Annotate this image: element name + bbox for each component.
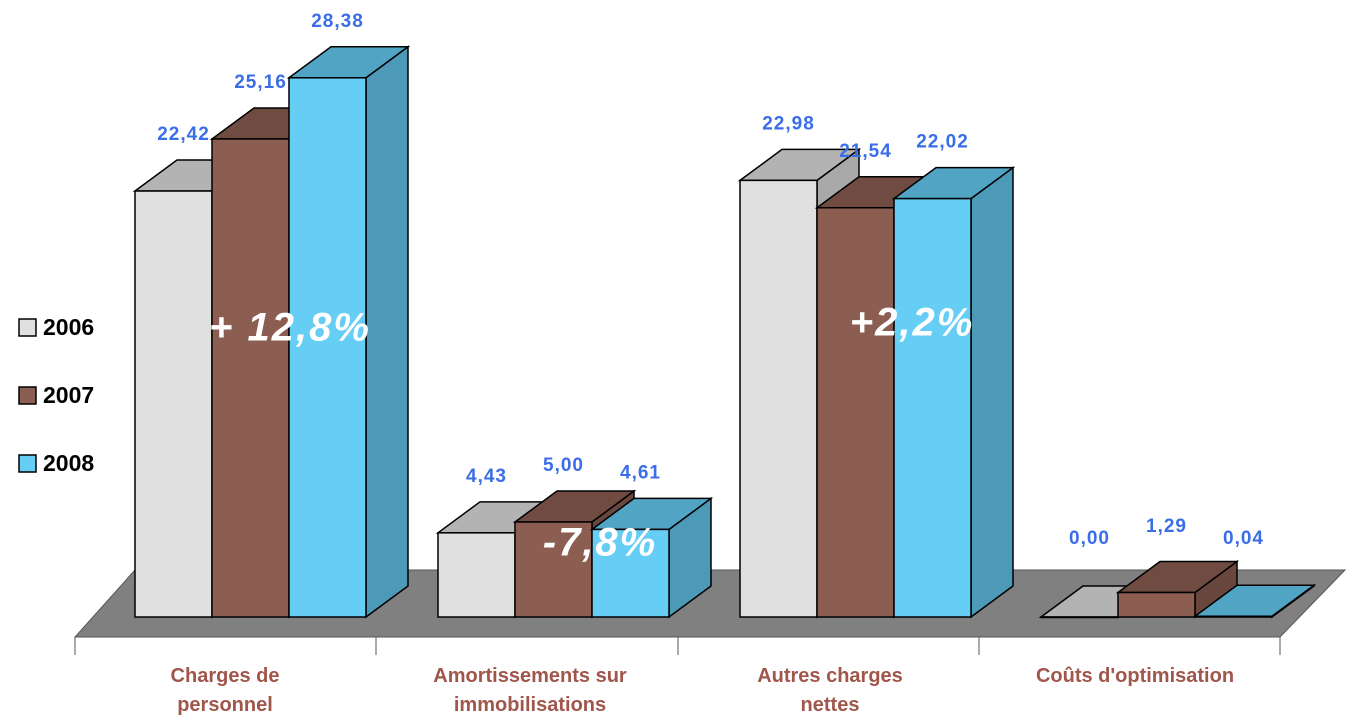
legend-swatch [18, 454, 37, 473]
x-tick-label: Charges de personnel [170, 665, 280, 716]
bar [816, 206, 895, 618]
value-label: 5,00 [543, 455, 584, 476]
bar [437, 532, 516, 618]
value-label: 21,54 [839, 141, 892, 162]
value-label: 22,98 [762, 113, 815, 134]
value-label: 0,00 [1069, 528, 1110, 549]
bar [211, 138, 290, 618]
value-label: 0,04 [1223, 528, 1264, 549]
bar [1117, 591, 1196, 618]
annotation: + 12,8% [209, 306, 371, 350]
category-dividers [74, 637, 1281, 655]
legend-label: 2006 [43, 314, 94, 340]
annotation: -7,8% [543, 521, 658, 565]
value-label: 25,16 [234, 72, 287, 93]
bar [591, 528, 670, 618]
value-label: 28,38 [311, 11, 364, 32]
bar [1040, 616, 1119, 619]
bar [893, 197, 972, 618]
value-label: 4,61 [620, 462, 661, 483]
legend-swatch [18, 318, 37, 337]
x-tick-label: Autres charges nettes [757, 665, 903, 716]
value-label: 4,43 [466, 466, 507, 487]
value-label: 22,02 [916, 132, 969, 153]
bar [134, 190, 213, 618]
value-label: 1,29 [1146, 516, 1187, 537]
annotation: +2,2% [850, 301, 975, 345]
x-tick-label: Amortissements sur immobilisations [433, 665, 627, 716]
value-label: 22,42 [157, 124, 210, 145]
legend-label: 2007 [43, 382, 94, 408]
bar-side [365, 45, 409, 619]
bar [739, 179, 818, 618]
legend-swatch [18, 386, 37, 405]
x-tick-label: Coûts d'optimisation [1035, 665, 1235, 687]
legend-label: 2008 [43, 450, 94, 476]
bar [1194, 615, 1273, 618]
bar [514, 521, 593, 618]
bar [288, 77, 367, 618]
bar-side [970, 166, 1014, 619]
